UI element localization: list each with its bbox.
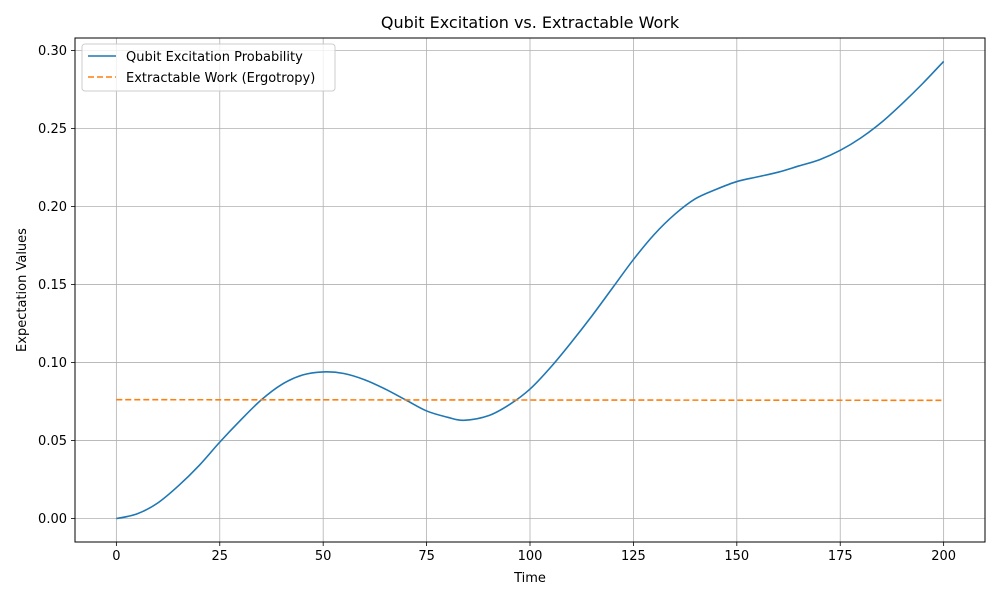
y-axis-title: Expectation Values: [15, 228, 30, 352]
y-tick-label: 0.05: [38, 434, 67, 449]
y-tick-label: 0.25: [38, 122, 67, 137]
x-tick-label: 50: [315, 549, 332, 564]
x-tick-label: 175: [828, 549, 853, 564]
x-axis-title: Time: [513, 571, 546, 586]
legend: Qubit Excitation Probability Extractable…: [81, 43, 336, 92]
x-tick-label: 150: [724, 549, 749, 564]
x-axis: 0 25 50 75 100 125 150 175 200: [112, 542, 956, 564]
y-tick-label: 0.10: [38, 356, 67, 371]
x-tick-label: 75: [418, 549, 435, 564]
legend-label-qubit-excitation: Qubit Excitation Probability: [126, 50, 303, 65]
x-tick-label: 25: [211, 549, 228, 564]
y-tick-label: 0.15: [38, 278, 67, 293]
series-line-extractable-work: [116, 398, 944, 402]
y-tick-label: 0.30: [38, 44, 67, 59]
x-tick-label: 100: [518, 549, 543, 564]
grid: [75, 38, 985, 542]
plot-lines: [116, 60, 945, 520]
y-axis: 0.00 0.05 0.10 0.15 0.20 0.25 0.30: [38, 44, 75, 527]
x-tick-label: 200: [931, 549, 956, 564]
legend-label-extractable-work: Extractable Work (Ergotropy): [126, 71, 315, 86]
x-tick-label: 0: [112, 549, 120, 564]
x-tick-label: 125: [621, 549, 646, 564]
y-tick-label: 0.00: [38, 512, 67, 527]
series-line-qubit-excitation: [116, 60, 945, 520]
y-tick-label: 0.20: [38, 200, 67, 215]
legend-box: [81, 43, 336, 92]
chart-title: Qubit Excitation vs. Extractable Work: [381, 13, 680, 32]
